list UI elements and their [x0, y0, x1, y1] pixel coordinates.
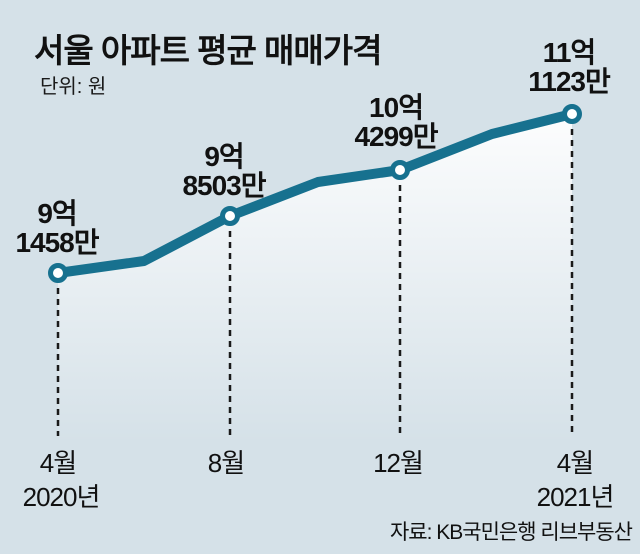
x-axis-year-label: 2020년 [22, 482, 101, 512]
value-line1: 9억 [204, 141, 244, 172]
value-label-2020-04: 9억 1458만 [15, 198, 99, 258]
source-label: 자료: KB국민은행 리브부동산 [389, 521, 633, 544]
value-line1: 10억 [369, 92, 424, 123]
data-point-marker [562, 104, 582, 124]
value-label-2020-12: 10억 4299만 [354, 92, 438, 152]
data-point-marker [220, 206, 240, 226]
x-axis-month-label: 8월 [207, 448, 245, 478]
value-line2: 4299만 [354, 121, 438, 152]
price-line [53, 109, 577, 278]
value-line2: 1123만 [528, 66, 611, 97]
data-point-marker [390, 160, 410, 180]
value-line1: 9억 [37, 198, 77, 229]
area-fill [58, 114, 572, 443]
value-label-2021-04: 11억 1123만 [528, 37, 611, 97]
data-point-marker [48, 263, 68, 283]
x-axis-month-label: 4월 [556, 448, 594, 478]
value-line2: 8503만 [182, 170, 266, 201]
x-axis-year-label: 2021년 [536, 482, 615, 512]
value-line1: 11억 [542, 37, 596, 68]
chart-title: 서울 아파트 평균 매매가격 [34, 32, 382, 69]
unit-label: 단위: 원 [40, 76, 107, 98]
value-line2: 1458만 [15, 227, 99, 258]
x-axis-month-label: 4월 [39, 448, 77, 478]
value-label-2020-08: 9억 8503만 [182, 141, 266, 201]
x-axis-month-label: 12월 [373, 448, 424, 478]
